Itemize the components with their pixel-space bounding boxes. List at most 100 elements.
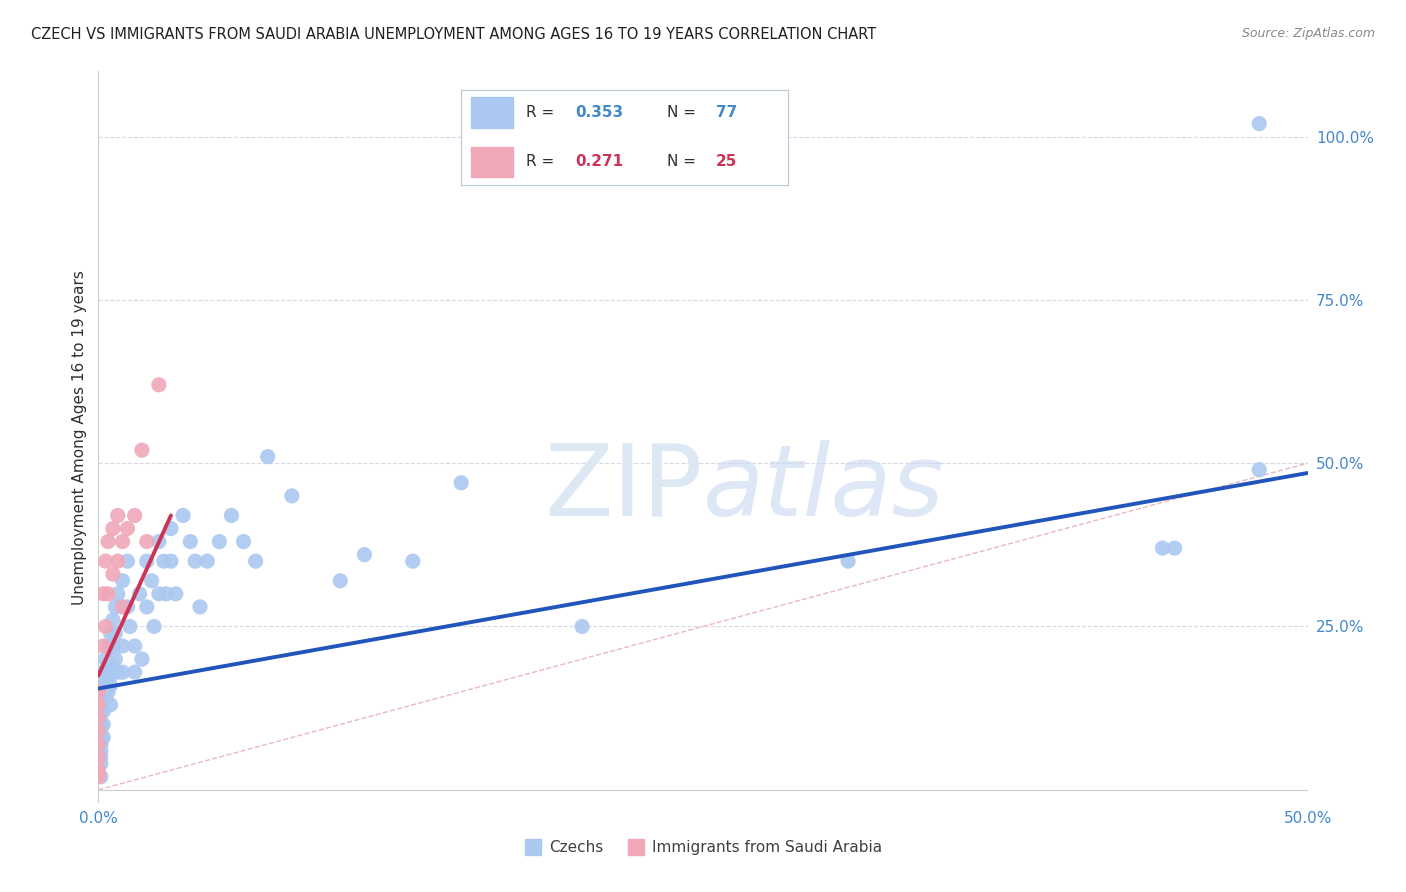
Point — [143, 619, 166, 633]
Point — [87, 763, 110, 777]
Point — [97, 534, 120, 549]
Point — [107, 508, 129, 523]
Point — [100, 678, 122, 692]
Point — [111, 534, 134, 549]
Point — [450, 475, 472, 490]
Point — [100, 658, 122, 673]
Point — [101, 613, 124, 627]
Point — [90, 705, 112, 719]
Point — [148, 534, 170, 549]
Point — [571, 619, 593, 633]
Point — [111, 574, 134, 588]
Text: ZIP: ZIP — [544, 440, 703, 537]
Point — [1152, 541, 1174, 555]
Point — [101, 567, 124, 582]
Point — [87, 685, 110, 699]
Point — [87, 770, 110, 784]
Point — [87, 711, 110, 725]
Point — [117, 599, 139, 614]
Text: Source: ZipAtlas.com: Source: ZipAtlas.com — [1241, 27, 1375, 40]
Point — [160, 554, 183, 568]
Point — [94, 665, 117, 680]
Point — [87, 750, 110, 764]
Point — [100, 639, 122, 653]
Point — [91, 678, 114, 692]
Point — [87, 698, 110, 712]
Point — [91, 639, 114, 653]
Point — [91, 705, 114, 719]
Point — [329, 574, 352, 588]
Point — [165, 587, 187, 601]
Point — [91, 691, 114, 706]
Point — [107, 587, 129, 601]
Point — [94, 652, 117, 666]
Point — [135, 534, 157, 549]
Text: atlas: atlas — [703, 440, 945, 537]
Point — [208, 534, 231, 549]
Point — [100, 698, 122, 712]
Point — [1163, 541, 1185, 555]
Point — [188, 599, 211, 614]
Point — [90, 770, 112, 784]
Point — [104, 652, 127, 666]
Point — [97, 685, 120, 699]
Point — [1249, 463, 1271, 477]
Point — [353, 548, 375, 562]
Point — [128, 587, 150, 601]
Point — [97, 639, 120, 653]
Point — [117, 554, 139, 568]
Point — [148, 377, 170, 392]
Point — [1249, 117, 1271, 131]
Point — [111, 599, 134, 614]
Point — [135, 554, 157, 568]
Point — [87, 723, 110, 738]
Point — [111, 599, 134, 614]
Point — [90, 756, 112, 771]
Point — [101, 665, 124, 680]
Point — [104, 626, 127, 640]
Point — [90, 737, 112, 751]
Point — [118, 619, 141, 633]
Point — [232, 534, 254, 549]
Point — [117, 521, 139, 535]
Point — [91, 665, 114, 680]
Point — [90, 731, 112, 745]
Point — [100, 626, 122, 640]
Point — [97, 587, 120, 601]
Point — [245, 554, 267, 568]
Point — [131, 652, 153, 666]
Point — [111, 665, 134, 680]
Point — [141, 574, 163, 588]
Point — [87, 737, 110, 751]
Point — [94, 678, 117, 692]
Point — [172, 508, 194, 523]
Point — [94, 619, 117, 633]
Point — [131, 443, 153, 458]
Point — [160, 521, 183, 535]
Point — [91, 731, 114, 745]
Point — [184, 554, 207, 568]
Point — [281, 489, 304, 503]
Point — [152, 554, 174, 568]
Point — [135, 599, 157, 614]
Point — [179, 534, 201, 549]
Point — [90, 723, 112, 738]
Point — [107, 665, 129, 680]
Point — [97, 658, 120, 673]
Text: CZECH VS IMMIGRANTS FROM SAUDI ARABIA UNEMPLOYMENT AMONG AGES 16 TO 19 YEARS COR: CZECH VS IMMIGRANTS FROM SAUDI ARABIA UN… — [31, 27, 876, 42]
Point — [195, 554, 218, 568]
Point — [837, 554, 859, 568]
Legend: Czechs, Immigrants from Saudi Arabia: Czechs, Immigrants from Saudi Arabia — [517, 834, 889, 861]
Point — [94, 691, 117, 706]
Point — [97, 672, 120, 686]
Point — [124, 508, 146, 523]
Point — [256, 450, 278, 464]
Point — [90, 743, 112, 757]
Point — [101, 521, 124, 535]
Point — [124, 639, 146, 653]
Point — [94, 554, 117, 568]
Point — [91, 717, 114, 731]
Point — [155, 587, 177, 601]
Point — [221, 508, 243, 523]
Point — [90, 750, 112, 764]
